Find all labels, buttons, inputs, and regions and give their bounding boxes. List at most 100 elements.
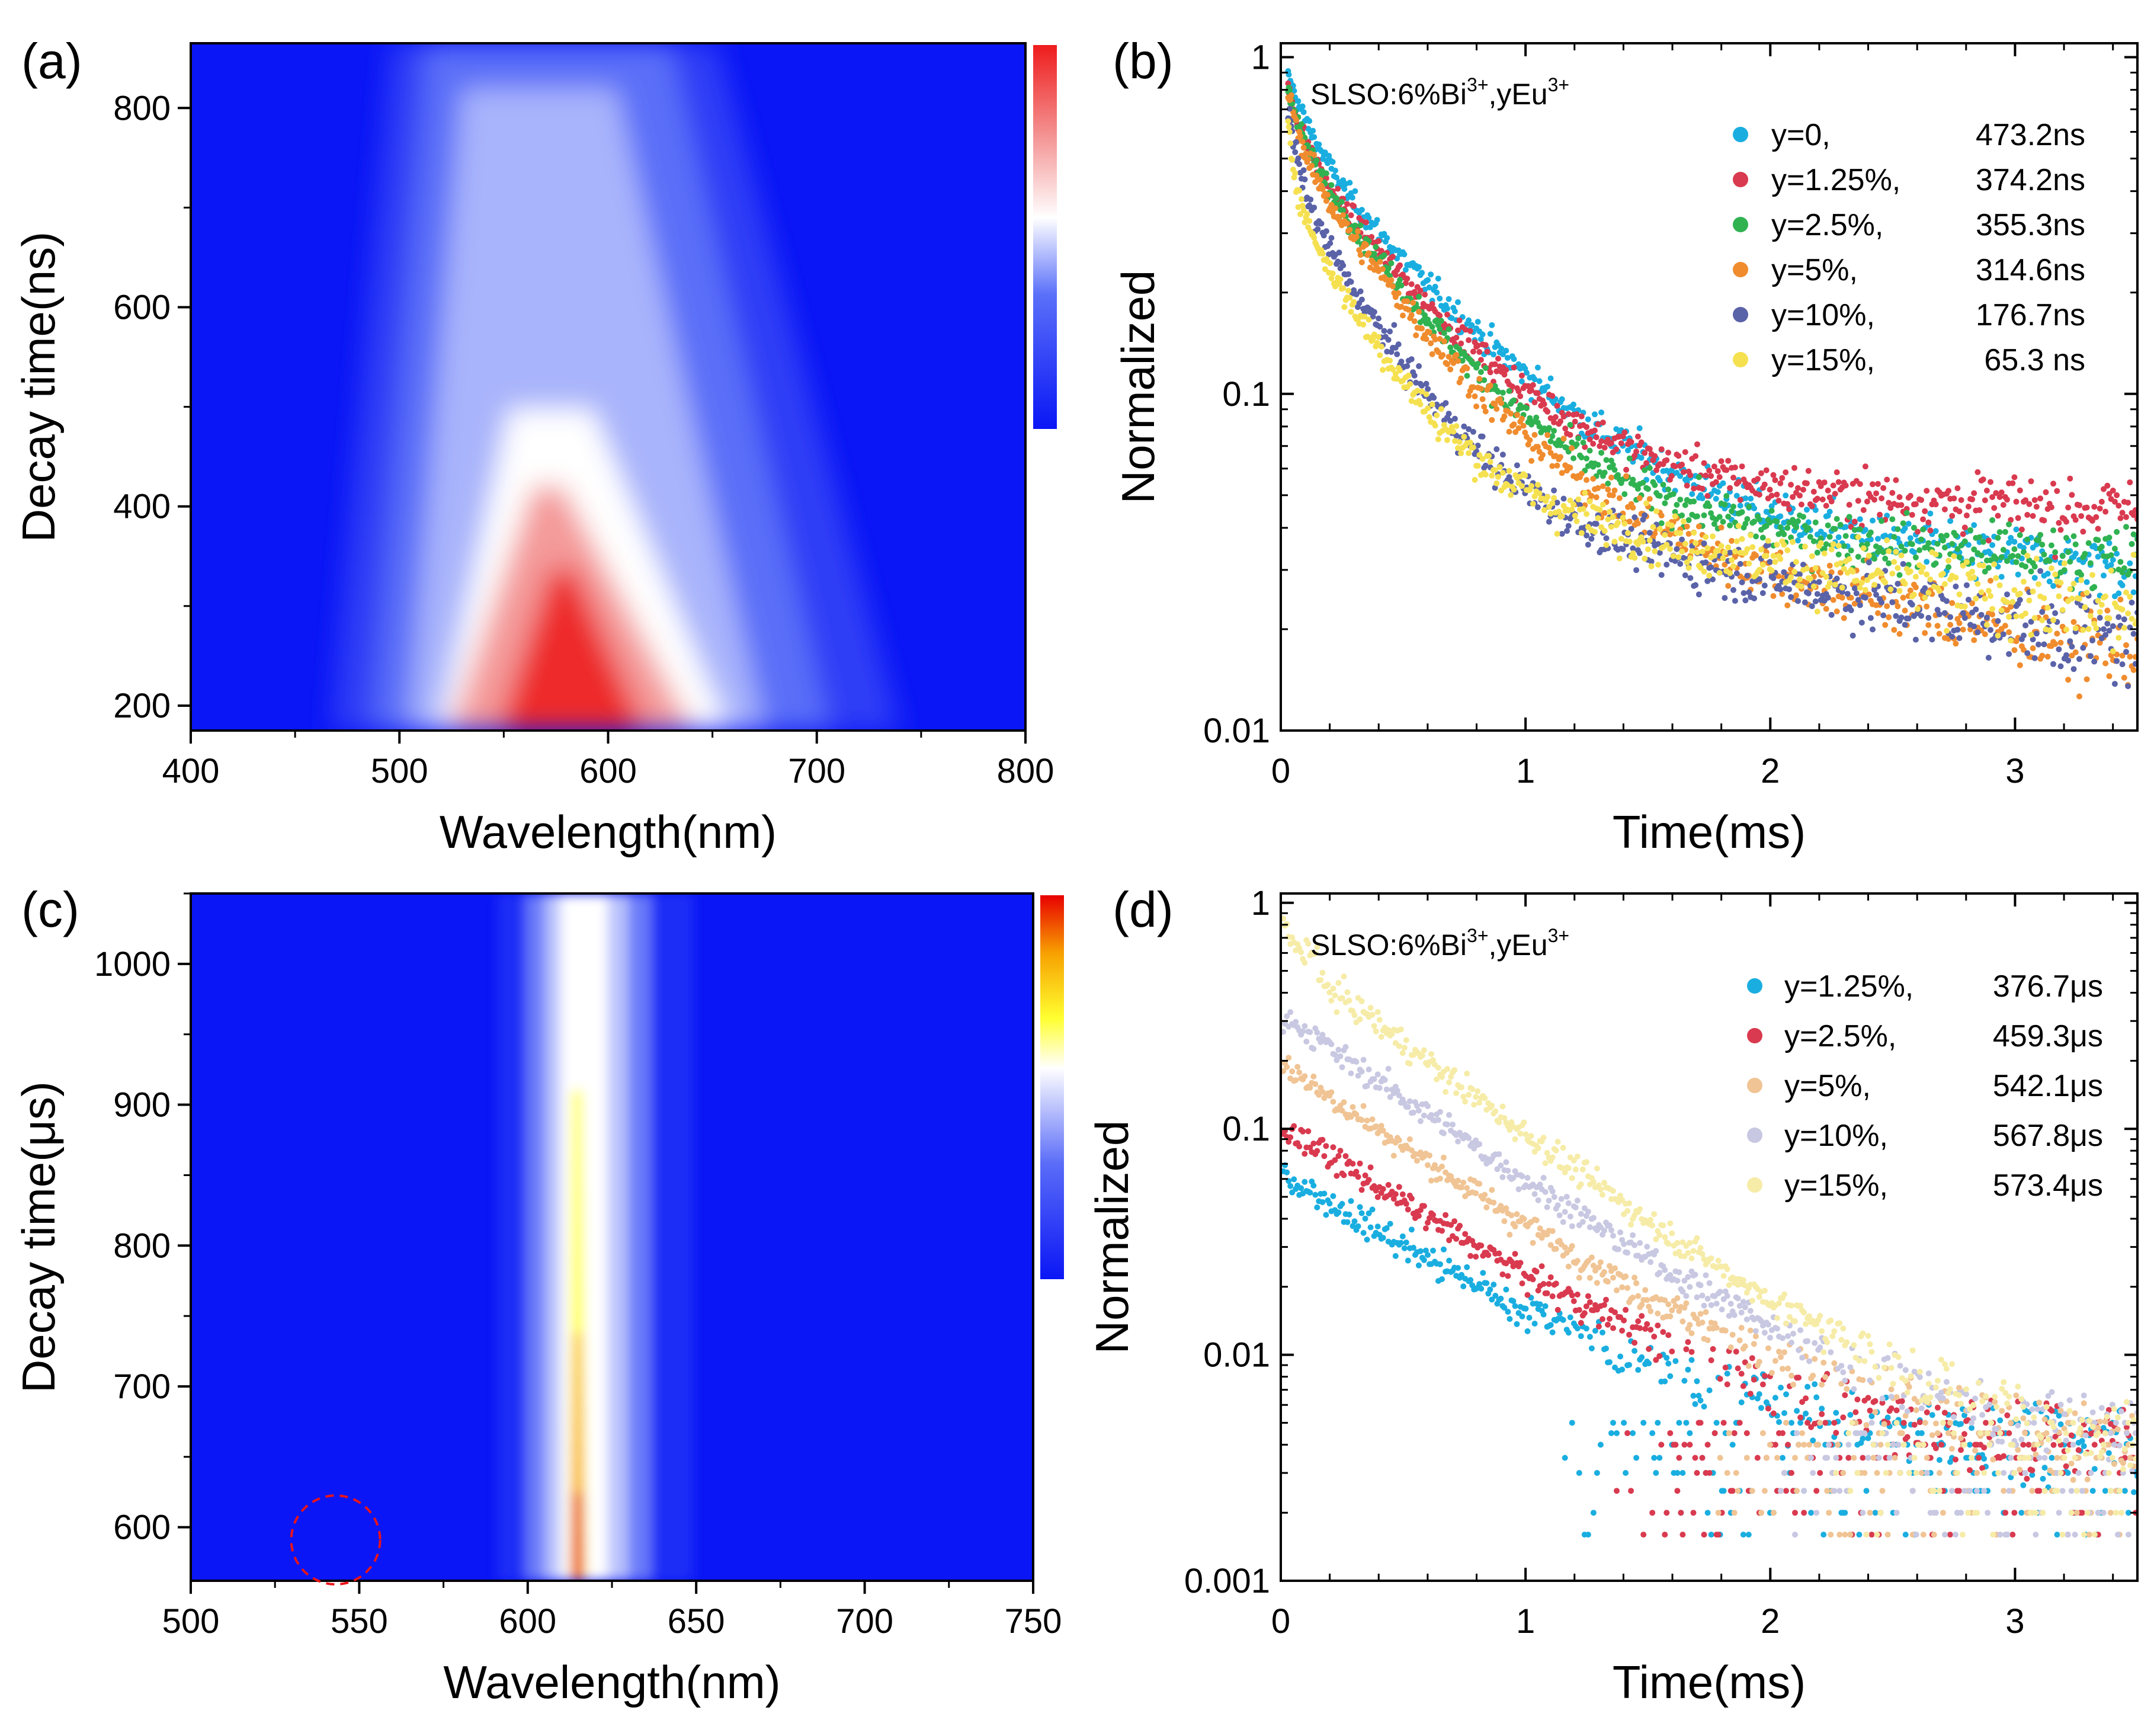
data-point xyxy=(2050,1442,2057,1448)
data-point xyxy=(1835,1442,1841,1448)
data-point xyxy=(1357,1204,1363,1210)
data-point xyxy=(1581,1310,1588,1317)
data-point xyxy=(1570,401,1576,408)
data-point xyxy=(2004,599,2010,606)
data-point xyxy=(2117,559,2124,565)
data-point xyxy=(1860,507,1867,513)
data-point xyxy=(1598,438,1605,444)
data-point xyxy=(1824,1488,1831,1494)
data-point xyxy=(1765,1405,1771,1412)
data-point xyxy=(2004,558,2010,564)
data-point xyxy=(1611,487,1618,494)
data-point xyxy=(1578,1210,1584,1217)
data-point xyxy=(1718,543,1725,549)
data-point xyxy=(1961,603,1968,610)
data-point xyxy=(1722,595,1728,601)
data-point xyxy=(1961,615,1968,621)
data-point xyxy=(1670,491,1677,497)
data-point xyxy=(1973,606,1979,613)
data-point xyxy=(1307,1029,1313,1035)
data-point xyxy=(1598,450,1605,456)
data-point xyxy=(1765,537,1771,544)
data-point xyxy=(1963,582,1970,588)
data-point xyxy=(1567,465,1573,471)
data-point xyxy=(1394,376,1400,382)
data-point xyxy=(1310,1046,1317,1052)
data-point xyxy=(1941,1410,1948,1416)
data-point xyxy=(1770,1410,1777,1417)
data-point xyxy=(1855,534,1861,540)
data-point xyxy=(1426,329,1432,335)
data-point xyxy=(1695,591,1702,598)
data-point xyxy=(1556,1212,1563,1219)
data-point xyxy=(1679,462,1685,468)
data-point xyxy=(1390,1196,1397,1202)
data-point xyxy=(1570,1298,1577,1305)
data-point xyxy=(1770,1510,1777,1516)
data-point xyxy=(1731,1510,1738,1516)
data-point xyxy=(1593,494,1600,501)
data-point xyxy=(2110,488,2116,494)
data-point xyxy=(1491,351,1496,358)
data-point xyxy=(1651,1455,1658,1461)
data-point xyxy=(1828,611,1835,618)
data-point xyxy=(2033,556,2040,562)
data-point xyxy=(1699,1319,1706,1326)
data-point xyxy=(2102,632,2109,638)
data-point xyxy=(1693,540,1699,546)
data-point xyxy=(1642,1325,1649,1332)
data-point xyxy=(1466,450,1472,456)
data-point xyxy=(1687,1442,1693,1448)
data-point xyxy=(1483,1204,1490,1210)
data-point xyxy=(1733,538,1740,544)
data-point xyxy=(1460,1283,1467,1290)
data-point xyxy=(1795,598,1801,604)
data-point xyxy=(1924,488,1930,494)
data-point xyxy=(1893,613,1899,619)
data-point xyxy=(1812,507,1819,513)
data-point xyxy=(1462,326,1469,333)
data-point xyxy=(1326,1200,1333,1207)
data-point xyxy=(1621,491,1628,497)
data-point xyxy=(1842,524,1849,530)
series-b-5 xyxy=(1285,118,2137,655)
data-point xyxy=(1884,537,1890,543)
data-point xyxy=(1816,579,1822,585)
data-point xyxy=(1920,564,1927,571)
data-point xyxy=(1759,1430,1766,1436)
data-point xyxy=(1376,238,1381,244)
y-tick-label: 600 xyxy=(113,1508,171,1547)
data-point xyxy=(1302,176,1308,182)
data-point xyxy=(1988,557,1993,563)
data-point xyxy=(1527,437,1533,443)
data-point xyxy=(1416,293,1422,300)
data-point xyxy=(1328,182,1335,188)
data-point xyxy=(1835,551,1842,558)
data-point xyxy=(1918,497,1925,503)
data-point xyxy=(1742,1359,1748,1366)
data-point xyxy=(1616,1246,1621,1253)
data-point xyxy=(1306,217,1313,224)
data-point xyxy=(1531,1191,1538,1197)
data-point xyxy=(1740,1383,1746,1389)
data-point xyxy=(1774,518,1780,525)
data-point xyxy=(1608,524,1614,530)
data-point xyxy=(1593,521,1600,527)
data-point xyxy=(1385,265,1392,272)
data-point xyxy=(1969,568,1976,575)
data-point xyxy=(1381,328,1387,334)
data-point xyxy=(1574,1325,1581,1332)
data-point xyxy=(1948,1446,1955,1452)
data-point xyxy=(1895,581,1901,587)
data-point xyxy=(1311,235,1318,241)
data-point xyxy=(1443,1212,1449,1218)
data-point xyxy=(1802,599,1808,606)
data-point xyxy=(1911,1421,1918,1428)
data-point xyxy=(1579,1219,1586,1225)
data-point xyxy=(1732,598,1738,604)
data-point xyxy=(1756,1391,1762,1397)
data-point xyxy=(1573,411,1580,418)
data-point xyxy=(1284,1013,1290,1020)
data-point xyxy=(2072,625,2079,632)
data-point xyxy=(1519,1173,1525,1180)
